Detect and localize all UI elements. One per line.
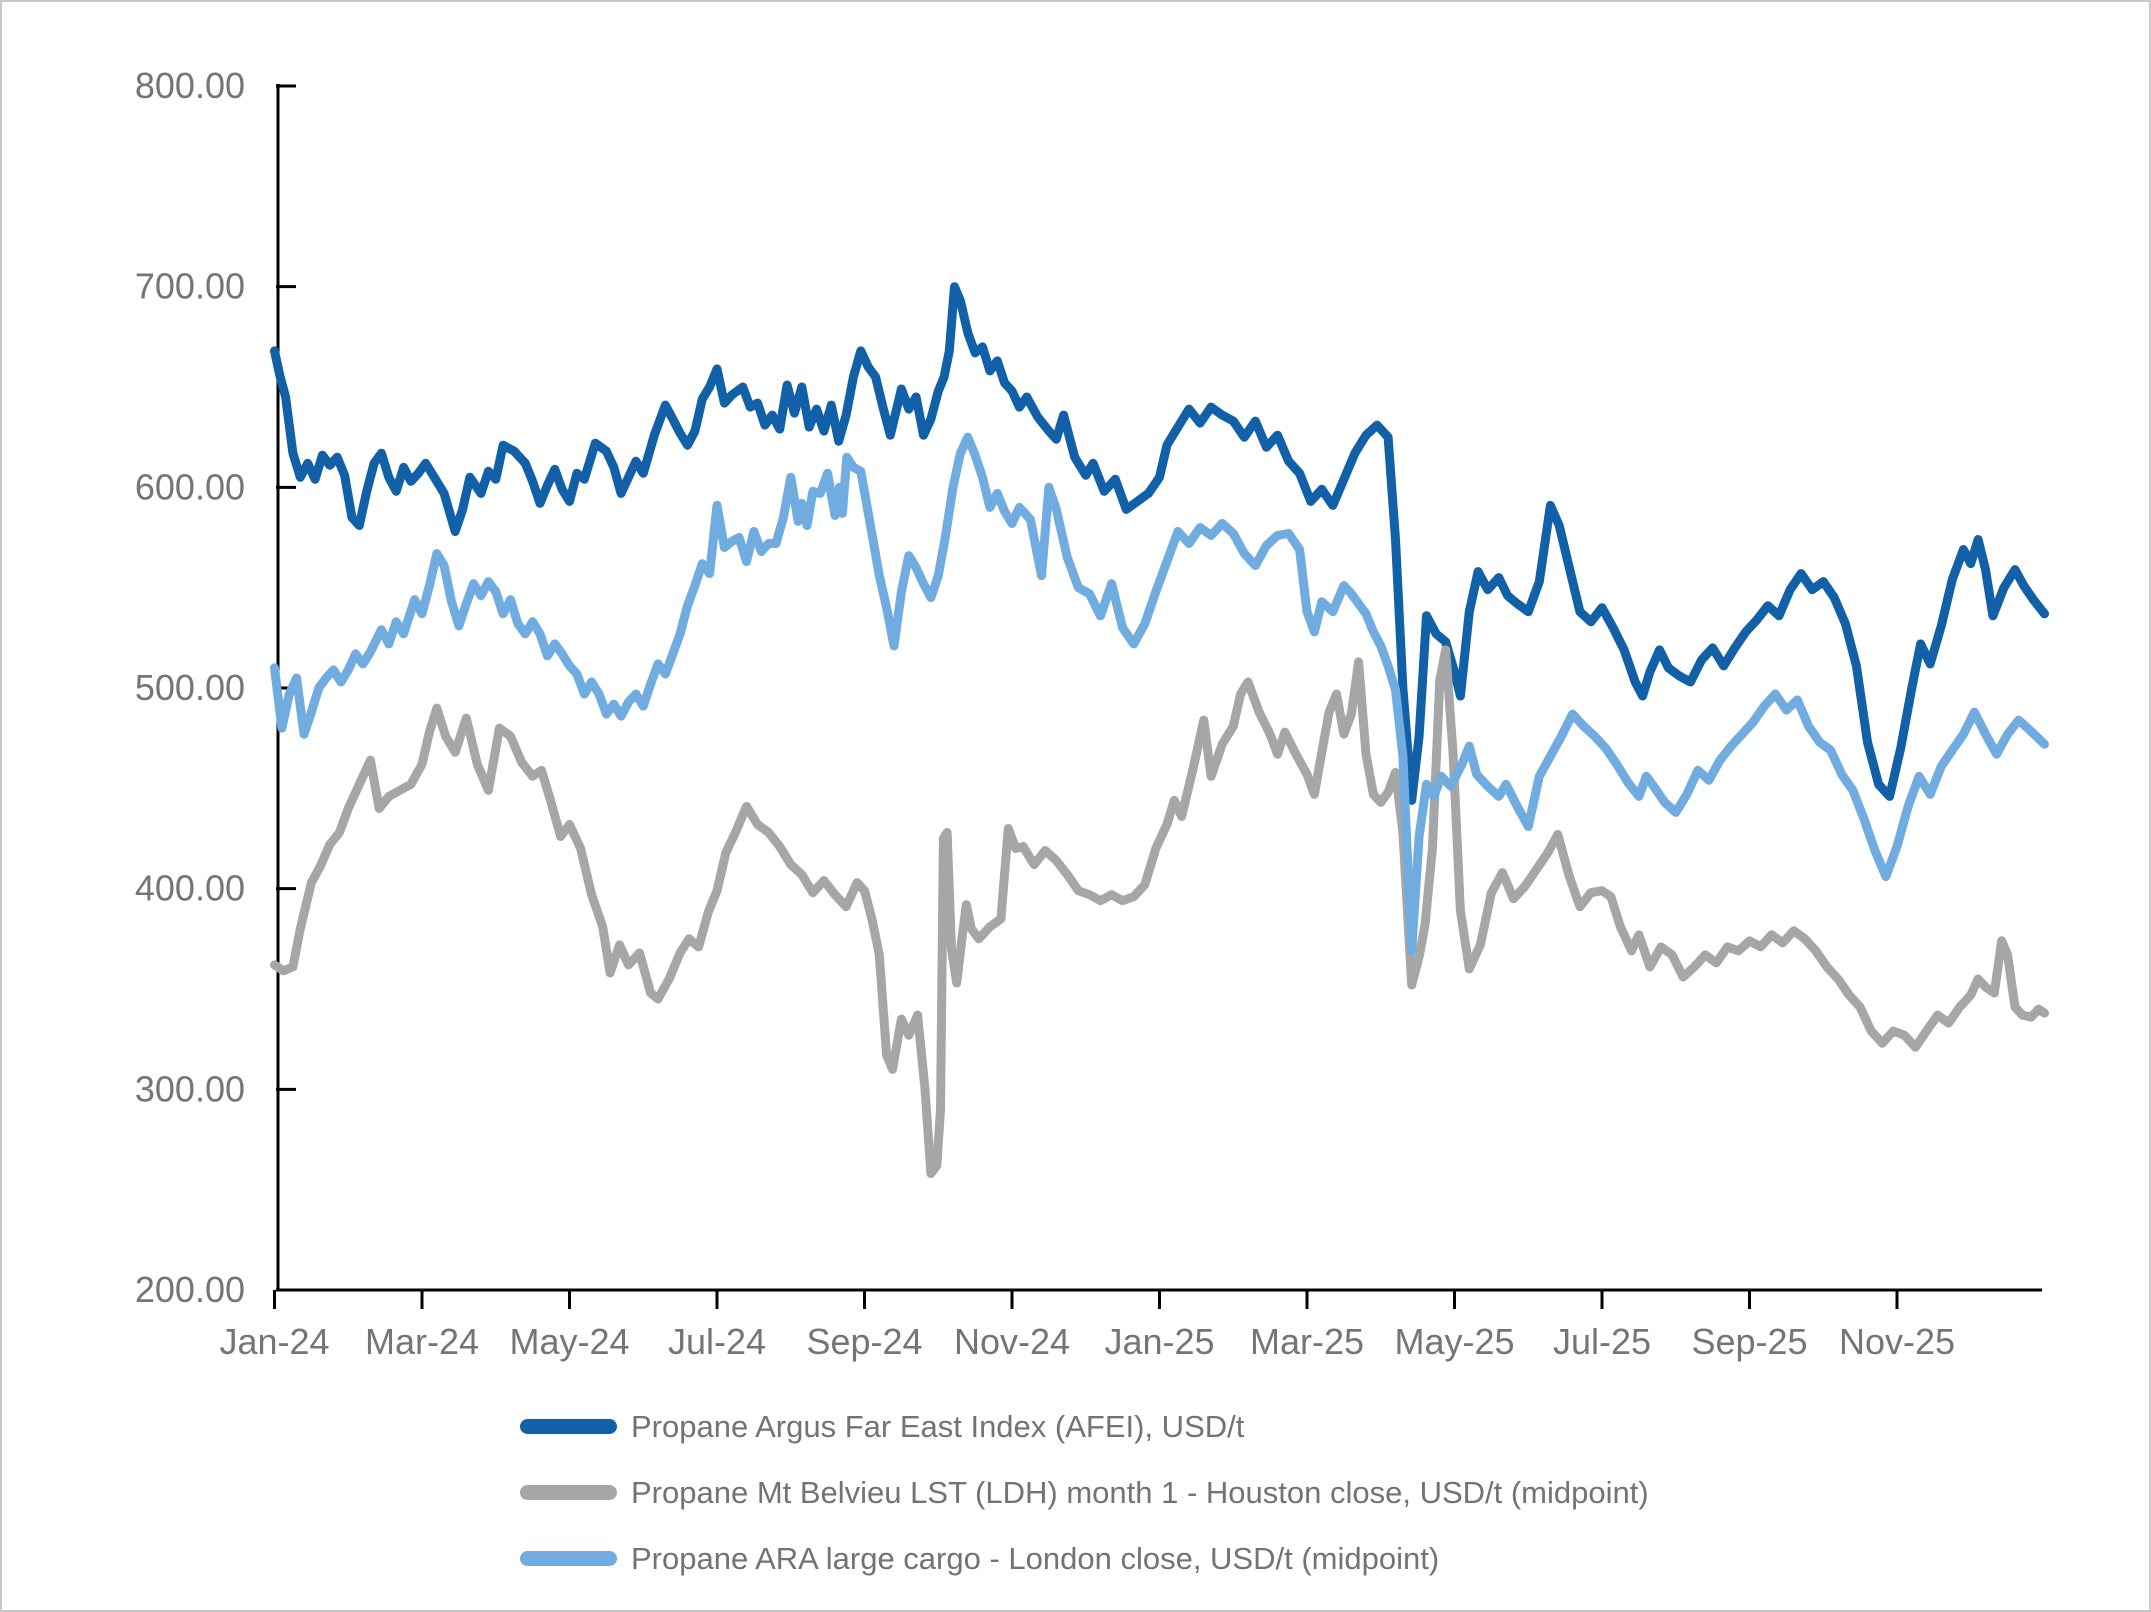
svg-text:Jan-25: Jan-25 (1104, 1321, 1214, 1362)
svg-text:200.00: 200.00 (135, 1269, 245, 1310)
mt-belvieu-line-swatch-icon (520, 1484, 617, 1500)
svg-text:400.00: 400.00 (135, 868, 245, 909)
ara-line-swatch-icon (520, 1550, 617, 1566)
svg-text:700.00: 700.00 (135, 266, 245, 307)
svg-text:Mar-25: Mar-25 (1250, 1321, 1364, 1362)
svg-text:300.00: 300.00 (135, 1068, 245, 1109)
svg-text:Jul-24: Jul-24 (668, 1321, 766, 1362)
series-lines (270, 282, 2049, 1179)
svg-text:Jul-25: Jul-25 (1553, 1321, 1651, 1362)
legend-item-mt-belvieu: Propane Mt Belvieu LST (LDH) month 1 - H… (520, 1470, 1649, 1514)
svg-text:Sep-25: Sep-25 (1691, 1321, 1807, 1362)
svg-text:Nov-25: Nov-25 (1839, 1321, 1955, 1362)
series-line-1 (270, 645, 2049, 1179)
svg-text:Mar-24: Mar-24 (365, 1321, 479, 1362)
legend-item-afei: Propane Argus Far East Index (AFEI), USD… (520, 1404, 1649, 1448)
series-line-2 (270, 432, 2049, 956)
legend-item-ara: Propane ARA large cargo - London close, … (520, 1536, 1649, 1580)
svg-text:500.00: 500.00 (135, 667, 245, 708)
axis-tick-labels: 800.00 700.00 600.00 500.00 400.00 300.00 200.… (135, 65, 1955, 1362)
svg-text:Jan-24: Jan-24 (219, 1321, 329, 1362)
svg-text:600.00: 600.00 (135, 466, 245, 507)
series-line-0 (270, 282, 2049, 805)
legend-label-mt-belvieu: Propane Mt Belvieu LST (LDH) month 1 - H… (631, 1474, 1649, 1510)
svg-text:800.00: 800.00 (135, 65, 245, 106)
svg-text:Nov-24: Nov-24 (954, 1321, 1070, 1362)
svg-text:May-25: May-25 (1394, 1321, 1514, 1362)
svg-text:Sep-24: Sep-24 (806, 1321, 922, 1362)
afei-line-swatch-icon (520, 1418, 617, 1434)
legend-label-afei: Propane Argus Far East Index (AFEI), USD… (631, 1408, 1245, 1444)
legend: Propane Argus Far East Index (AFEI), USD… (520, 1404, 1649, 1580)
legend-label-ara: Propane ARA large cargo - London close, … (631, 1540, 1440, 1576)
svg-text:May-24: May-24 (509, 1321, 629, 1362)
